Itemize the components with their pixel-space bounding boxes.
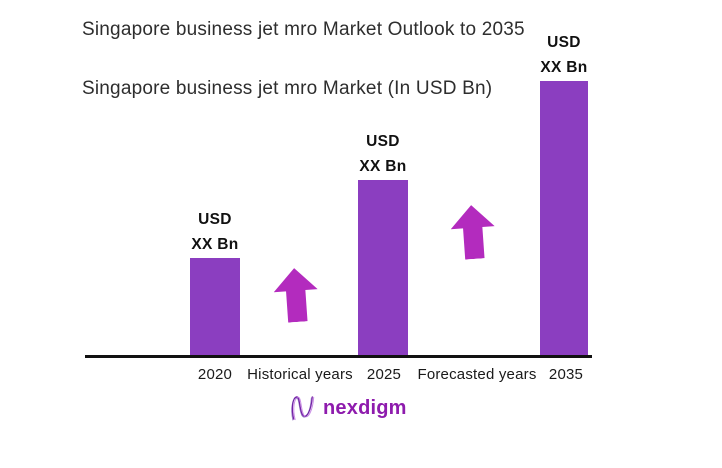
nexdigm-icon	[290, 394, 316, 422]
bar-value-label-line1: USD	[366, 133, 400, 150]
growth-arrow-icon	[272, 267, 320, 324]
bar-2025	[358, 180, 408, 356]
page-title: Singapore business jet mro Market Outloo…	[82, 19, 525, 40]
bar-value-label-line2: XX Bn	[540, 59, 588, 76]
bar-value-label-2035: USD XX Bn	[504, 30, 624, 80]
x-axis-label-2020: 2020	[197, 366, 233, 383]
x-axis-label-forecasted-years: Forecasted years	[417, 366, 537, 383]
bar-value-label-line1: USD	[198, 211, 232, 228]
bar-value-label-line2: XX Bn	[359, 158, 407, 175]
growth-arrow-icon	[449, 204, 497, 261]
bar-value-label-line2: XX Bn	[191, 236, 239, 253]
bar-value-label-2025: USD XX Bn	[323, 129, 443, 179]
bar-2035	[540, 81, 588, 356]
x-axis-label-historical-years: Historical years	[247, 366, 353, 383]
brand-name: nexdigm	[323, 396, 407, 419]
x-axis-label-2025: 2025	[366, 366, 402, 383]
brand-logo: nexdigm	[290, 394, 407, 422]
x-axis-line	[85, 355, 592, 358]
x-axis-label-2035: 2035	[548, 366, 584, 383]
chart-subtitle: Singapore business jet mro Market (In US…	[82, 78, 493, 99]
bar-2020	[190, 258, 240, 356]
bar-value-label-2020: USD XX Bn	[155, 207, 275, 257]
bar-value-label-line1: USD	[547, 34, 581, 51]
